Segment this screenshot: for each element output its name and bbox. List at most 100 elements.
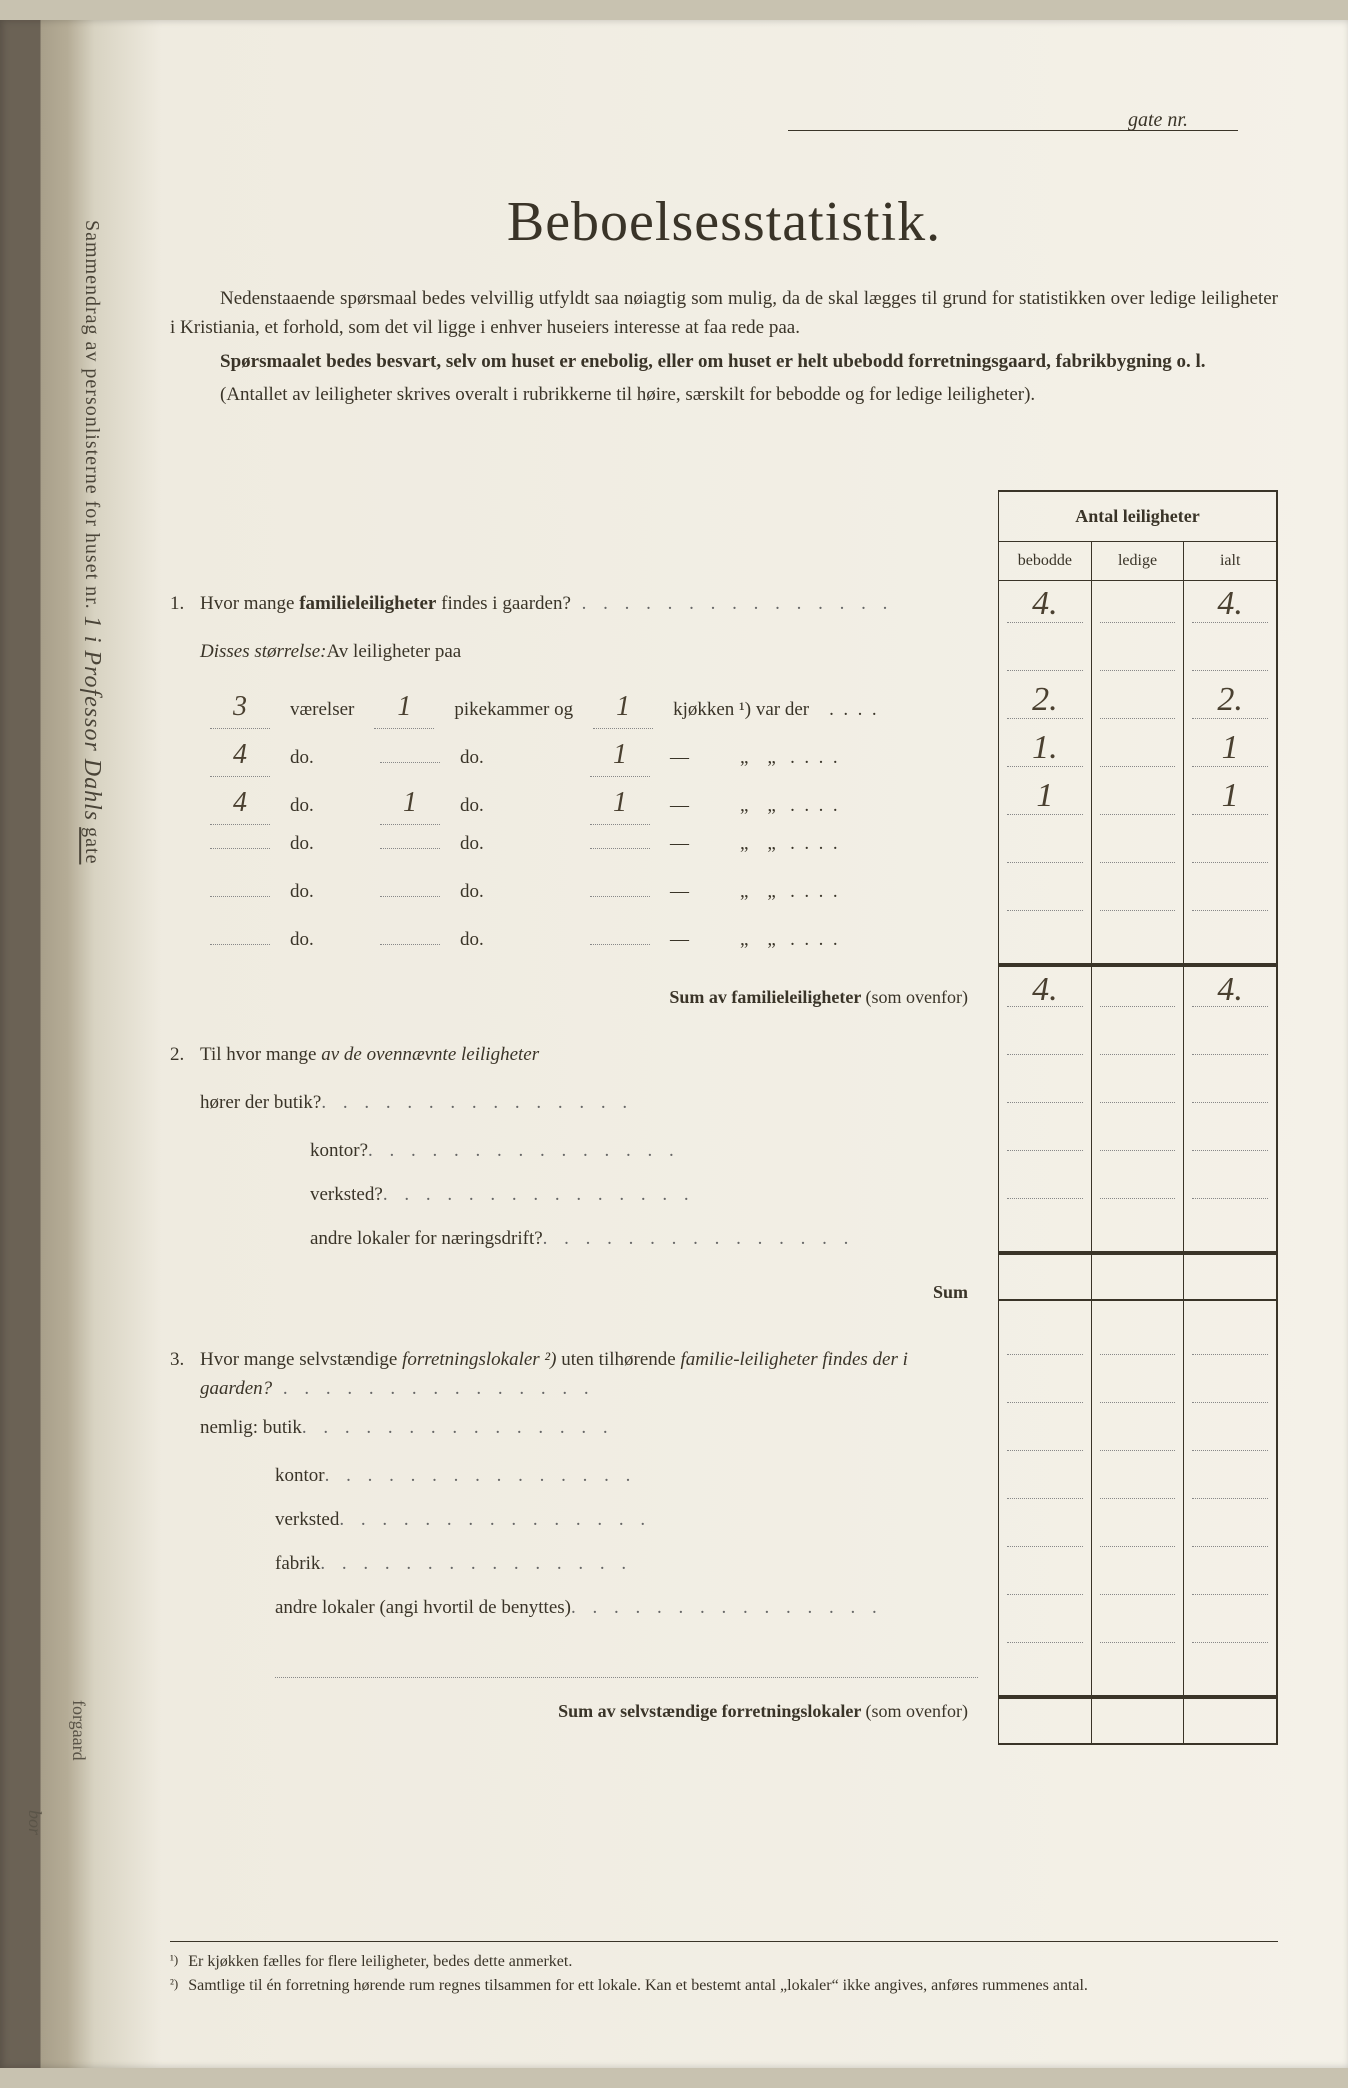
hw-blank: 1: [374, 686, 434, 729]
size-row-6: do. do. — „ „ . . . .: [170, 926, 978, 974]
question-3: 3. Hvor mange selvstændige forretningslo…: [170, 1346, 978, 1406]
table-row: [998, 1553, 1278, 1601]
page-content: gate nr. Beboelsesstatistik. Nedenstaaen…: [170, 100, 1278, 2018]
question-2: 2. Til hvor mange av de ovennævnte leili…: [170, 1041, 978, 1081]
fn1-num: ¹): [170, 1950, 178, 1974]
size-row-3: 4 do. 1 do. 1 — „ „ . . . .: [170, 782, 978, 830]
lbl-do: do.: [460, 926, 570, 955]
table-row: [998, 869, 1278, 917]
q3-sub3-text: verksted: [275, 1506, 339, 1535]
hw-blank: 1: [593, 686, 653, 729]
table-row: [998, 1409, 1278, 1457]
size-row-2: 4 do. do. 1 — „ „ . . . .: [170, 734, 978, 782]
fn2-text: Samtlige til én forretning hørende rum r…: [188, 1974, 1088, 1998]
table-row: [998, 1301, 1278, 1361]
spine-handwritten: 1 i Professor Dahls: [79, 616, 105, 821]
q2-text: Til hvor mange av de ovennævnte leilighe…: [200, 1041, 978, 1070]
intro-paragraph-1: Nedenstaaende spørsmaal bedes velvillig …: [170, 284, 1278, 343]
hw-blank: 4: [210, 734, 270, 777]
questions-block: 1. Hvor mange familieleiligheter findes …: [170, 590, 978, 1725]
lbl-do: do.: [290, 744, 360, 773]
gate-nr-label: gate nr.: [1128, 109, 1188, 132]
spine-margin-text: Sammendrag av personlisterne for huset n…: [78, 220, 105, 864]
gate-number-line: gate nr.: [788, 130, 1238, 131]
hw-cell: 4.: [1184, 967, 1276, 1009]
q2-sub3: verksted?: [170, 1181, 978, 1225]
q1-sum: Sum av familieleiligheter (som ovenfor): [170, 984, 978, 1011]
hw-blank: [380, 762, 440, 763]
q3-sub2-text: kontor: [275, 1462, 325, 1491]
intro-p2-bold: Spørsmaalet bedes besvart, selv om huset…: [220, 351, 1206, 372]
hw-blank: [210, 848, 270, 849]
leader-dots: [321, 1089, 633, 1118]
leader-dots: [571, 1594, 883, 1623]
page-title: Beboelsesstatistik.: [170, 190, 1278, 254]
hw-blank: 4: [210, 782, 270, 825]
hw-cell: 4.: [999, 581, 1091, 623]
q3-nemlig-label: nemlig:: [200, 1414, 258, 1443]
table-row: [998, 1109, 1278, 1157]
q3-i1: forretningslokaler ²): [402, 1349, 556, 1370]
hw-cell: 2.: [999, 677, 1091, 719]
q1-t2: findes i gaarden?: [436, 593, 571, 614]
question-1: 1. Hvor mange familieleiligheter findes …: [170, 590, 978, 630]
hw-blank: [210, 896, 270, 897]
q3-sub3: verksted: [170, 1506, 978, 1550]
q1-bold: familieleiligheter: [299, 593, 436, 614]
lbl-do: do.: [290, 878, 360, 907]
q3-sum: Sum av selvstændige forretningslokaler (…: [170, 1698, 978, 1725]
q3-t1: Hvor mange selvstændige: [200, 1349, 402, 1370]
lbl-kjokken: kjøkken ¹) var der: [673, 696, 809, 725]
q1-t1: Hvor mange: [200, 593, 299, 614]
table-sum-row: [998, 1697, 1278, 1745]
footnote-2: ²) Samtlige til én forretning hørende ru…: [170, 1974, 1278, 1998]
leader-dots: [571, 593, 894, 614]
hw-blank: [380, 944, 440, 945]
q3-nemlig: nemlig: butik: [170, 1414, 978, 1454]
q2-t1: Til hvor mange: [200, 1044, 321, 1065]
table-row: 2. 2.: [998, 677, 1278, 725]
q2-sub1-text: hører der butik?: [200, 1089, 321, 1118]
table-row: [998, 1457, 1278, 1505]
q3-sub1: butik: [263, 1414, 302, 1443]
scanned-page: Sammendrag av personlisterne for huset n…: [0, 20, 1348, 2068]
lbl-do: do.: [460, 792, 570, 821]
table-row: [998, 1361, 1278, 1409]
q2-sub3-text: verksted?: [310, 1181, 383, 1210]
lbl-do: do.: [460, 830, 570, 859]
q3-blank-line: [275, 1638, 978, 1678]
intro-paragraph-2: Spørsmaalet bedes besvart, selv om huset…: [170, 347, 1278, 376]
col-ialt: ialt: [1184, 542, 1276, 580]
hw-cell: 1.: [999, 725, 1091, 767]
q1-num: 1.: [170, 590, 200, 619]
q1-sub: Disses størrelse: Av leiligheter paa: [170, 638, 978, 678]
leader-dots: [339, 1506, 651, 1535]
lbl-do: do.: [290, 926, 360, 955]
q1-text: Hvor mange familieleiligheter findes i g…: [200, 590, 978, 619]
table-row: [998, 917, 1278, 965]
count-table: Antal leiligheter bebodde ledige ialt 4.…: [998, 490, 1278, 1745]
hw-cell: 1: [1184, 773, 1276, 815]
q2-italic: av de ovennævnte leiligheter: [321, 1044, 539, 1065]
size-row-1: 3 værelser 1 pikekammer og 1 kjøkken ¹) …: [170, 686, 978, 734]
footnote-1: ¹) Er kjøkken fælles for flere leilighet…: [170, 1950, 1278, 1974]
table-row: 1 1: [998, 773, 1278, 821]
q1-sum-paren: (som ovenfor): [866, 987, 968, 1007]
q3-sub4-text: fabrik: [275, 1550, 320, 1579]
fn2-num: ²): [170, 1974, 178, 1998]
spine-label: Sammendrag av personlisterne for huset n…: [81, 220, 103, 610]
hw-blank: [590, 944, 650, 945]
q3-text: Hvor mange selvstændige forretningslokal…: [200, 1346, 978, 1403]
leader-dots: [325, 1462, 637, 1491]
hw-cell: 1: [999, 773, 1091, 815]
table-row: [998, 1013, 1278, 1061]
table-row: [998, 821, 1278, 869]
q2-sub2-text: kontor?: [310, 1137, 368, 1166]
table-row: [998, 1601, 1278, 1649]
q1-sum-label: Sum av familieleiligheter: [669, 987, 861, 1007]
q2-sub4-text: andre lokaler for næringsdrift?: [310, 1225, 543, 1254]
lbl-pikekammer: pikekammer og: [454, 696, 573, 725]
table-header: Antal leiligheter: [998, 490, 1278, 542]
table-row: [998, 1061, 1278, 1109]
hw-blank: [590, 848, 650, 849]
